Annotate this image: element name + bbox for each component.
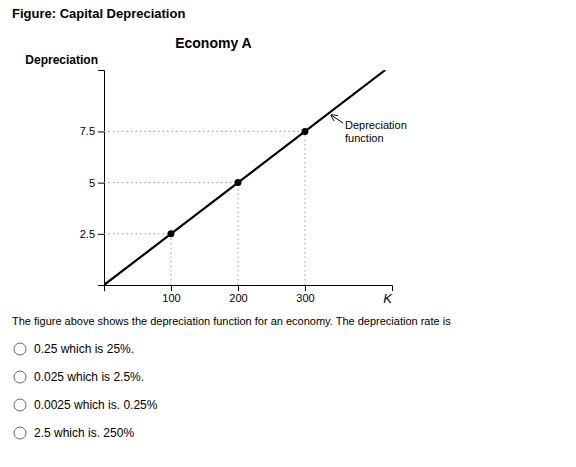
data-point <box>301 128 308 135</box>
annotation-text: Depreciationfunction <box>345 119 407 144</box>
y-tick-label: 7.5 <box>80 125 95 137</box>
reference-line <box>304 131 305 285</box>
option-label[interactable]: 2.5 which is. 250% <box>34 426 134 440</box>
reference-line <box>104 182 238 183</box>
x-tick-label: 200 <box>229 292 247 304</box>
x-tick-label: 100 <box>162 292 180 304</box>
option-label[interactable]: 0.025 which is 2.5%. <box>34 370 144 384</box>
marks <box>104 70 385 285</box>
figure-title: Figure: Capital Depreciation <box>12 6 185 21</box>
option[interactable]: 0.0025 which is. 0.25% <box>14 398 158 412</box>
reference-line <box>104 131 305 132</box>
x-axis-line <box>105 286 393 292</box>
data-point <box>167 230 174 237</box>
caption: The figure above shows the depreciation … <box>12 315 451 327</box>
x-tick-mark <box>305 285 306 291</box>
plot-area: 100 200 300 2.5 5 7.5 Depreciationfunction <box>80 70 407 304</box>
x-axis-title: K <box>383 291 393 306</box>
radio-button[interactable] <box>14 399 26 411</box>
option-label[interactable]: 0.25 which is 25%. <box>34 342 134 356</box>
x-tick: 300 <box>296 285 314 304</box>
y-axis-title: Depreciation <box>25 53 98 67</box>
y-tick: 7.5 <box>80 125 104 137</box>
option[interactable]: 0.025 which is 2.5%. <box>14 370 144 384</box>
x-tick: 200 <box>229 285 247 304</box>
chart: Figure: Capital Depreciation Economy A Dep… <box>0 0 576 467</box>
radio-button[interactable] <box>14 343 26 355</box>
y-tick-label: 2.5 <box>80 228 95 240</box>
x-tick-mark <box>238 285 239 291</box>
reference-line <box>170 234 171 285</box>
reference-line <box>237 183 238 285</box>
option[interactable]: 0.25 which is 25%. <box>14 342 134 356</box>
reference-line <box>104 233 171 234</box>
depreciation-line <box>104 70 385 285</box>
data-point <box>234 179 241 186</box>
y-tick-label: 5 <box>89 177 95 189</box>
radio-button[interactable] <box>14 371 26 383</box>
annotation-arrow <box>331 115 343 123</box>
x-tick-label: 300 <box>296 292 314 304</box>
x-tick: 100 <box>162 285 180 304</box>
y-tick: 5 <box>89 177 104 189</box>
radio-button[interactable] <box>14 427 26 439</box>
annotation: Depreciationfunction <box>331 115 407 144</box>
option[interactable]: 2.5 which is. 250% <box>14 426 134 440</box>
x-tick-mark <box>171 285 172 291</box>
y-tick-mark <box>98 131 104 132</box>
y-axis-line <box>98 71 105 286</box>
y-axis: 2.5 5 7.5 <box>80 71 105 286</box>
x-axis: 100 200 300 <box>105 285 393 304</box>
option-label[interactable]: 0.0025 which is. 0.25% <box>34 398 158 412</box>
y-tick: 2.5 <box>80 228 104 240</box>
options: 0.25 which is 25%. 0.025 which is 2.5%. 0.… <box>14 342 158 440</box>
y-tick-mark <box>98 183 104 184</box>
y-tick-mark <box>98 234 104 235</box>
chart-title: Economy A <box>175 35 252 51</box>
